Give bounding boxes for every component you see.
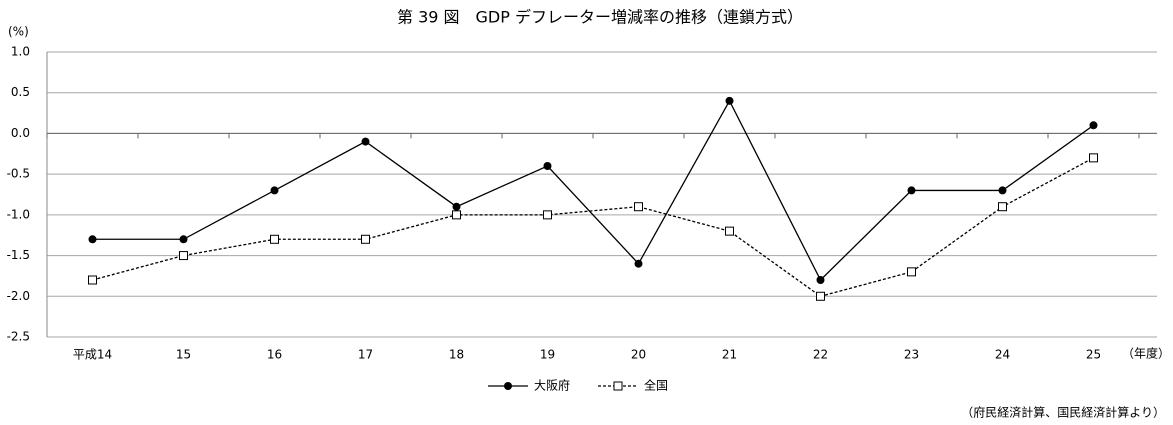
legend-marker <box>613 381 623 391</box>
data-point <box>452 210 461 220</box>
data-point <box>179 235 188 244</box>
legend-label: 大阪府 <box>534 378 570 393</box>
data-point <box>998 186 1007 195</box>
legend-label: 全国 <box>644 378 668 393</box>
x-tick-label: 15 <box>176 348 191 362</box>
data-point <box>634 202 643 212</box>
data-point <box>88 235 97 244</box>
y-tick-label: 1.0 <box>11 45 30 59</box>
data-point <box>88 275 97 285</box>
data-point <box>361 234 370 244</box>
series-line <box>92 157 1094 297</box>
data-point <box>725 96 734 105</box>
x-tick-label: 22 <box>813 348 828 362</box>
chart-title: 第 39 図 GDP デフレーター増減率の推移（連鎖方式） <box>397 8 803 27</box>
y-tick-label: 0.5 <box>11 85 30 99</box>
data-point <box>270 186 279 195</box>
data-point <box>452 202 461 211</box>
data-point <box>907 186 916 195</box>
data-point <box>816 276 825 284</box>
x-tick-label: 19 <box>540 348 555 362</box>
y-tick-label: -2.0 <box>7 289 30 303</box>
x-tick-label: 20 <box>631 348 646 362</box>
data-point <box>543 210 552 220</box>
data-point <box>998 202 1007 212</box>
data-point <box>179 251 188 261</box>
data-point <box>634 259 643 268</box>
data-point <box>361 137 370 146</box>
data-point <box>270 234 279 244</box>
x-tick-label: 23 <box>904 348 919 362</box>
x-tick-label: 平成14 <box>73 348 112 362</box>
data-point <box>725 226 734 236</box>
x-tick-label: 25 <box>1086 348 1101 362</box>
source-note: （府民経済計算、国民経済計算より） <box>961 405 1165 420</box>
y-tick-label: -2.5 <box>7 330 30 344</box>
y-tick-label: -1.5 <box>7 248 30 262</box>
legend-marker <box>504 382 512 390</box>
data-point <box>816 291 825 301</box>
y-tick-label: -0.5 <box>7 167 30 181</box>
x-tick-label: 21 <box>722 348 737 362</box>
x-tick-label: 18 <box>449 348 464 362</box>
x-tick-label: 24 <box>995 348 1010 362</box>
data-point <box>1089 153 1098 163</box>
data-point <box>907 267 916 277</box>
y-axis-label: (%) <box>8 25 29 39</box>
data-point <box>1089 121 1098 130</box>
x-axis-label: （年度） <box>1122 346 1170 361</box>
data-point <box>543 162 552 170</box>
x-tick-label: 17 <box>358 348 373 362</box>
y-tick-label: 0.0 <box>11 126 30 140</box>
series-line <box>92 99 1094 282</box>
x-tick-label: 16 <box>267 348 282 362</box>
y-tick-label: -1.0 <box>7 207 30 221</box>
